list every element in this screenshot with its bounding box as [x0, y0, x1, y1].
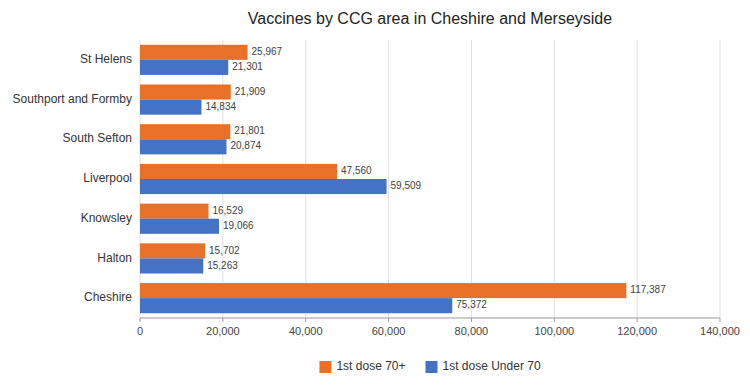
category-label: Knowsley [81, 211, 132, 225]
data-label: 59,509 [391, 180, 422, 191]
data-label: 14,834 [205, 101, 236, 112]
tick-label: 140,000 [700, 325, 740, 337]
category-label: Southport and Formby [13, 92, 132, 106]
bar [140, 60, 228, 75]
axis-line [140, 318, 720, 319]
bar [140, 243, 205, 258]
bar [140, 100, 201, 115]
tick-mark [388, 318, 389, 322]
y-axis: Cheshire Halton Knowsley Liverpool South Sef… [13, 52, 133, 304]
tick-label: 80,000 [455, 325, 489, 337]
tick-mark [222, 318, 223, 322]
data-label: 21,801 [234, 125, 265, 136]
bar [140, 45, 248, 60]
bar [140, 124, 230, 139]
legend-label: 1st dose 70+ [336, 359, 405, 373]
data-label: 75,372 [456, 299, 487, 310]
tick-mark [720, 318, 721, 322]
title: Vaccines by CCG area in Cheshire and Mer… [248, 10, 612, 27]
bars [140, 45, 626, 313]
data-label: 16,529 [212, 205, 243, 216]
category-label: Cheshire [84, 290, 132, 304]
data-label: 20,874 [230, 140, 261, 151]
bar [140, 204, 208, 219]
bar [140, 283, 626, 298]
data-labels: 117,387 15,702 16,529 47,560 21,801 21,909 25,… [205, 46, 666, 310]
legend-item: 1st dose 70+ [319, 359, 405, 373]
category-label: Liverpool [83, 171, 132, 185]
x-axis: 0 20,000 40,000 60,000 80,000 100,000 120,000 1… [137, 40, 740, 337]
legend-label: 1st dose Under 70 [443, 359, 541, 373]
bar [140, 258, 203, 273]
bar [140, 219, 219, 234]
data-label: 47,560 [341, 165, 372, 176]
tick-mark [140, 318, 141, 322]
tick-label: 120,000 [617, 325, 657, 337]
legend-item: 1st dose Under 70 [426, 359, 541, 373]
tick-label: 100,000 [534, 325, 574, 337]
data-label: 117,387 [630, 284, 666, 295]
category-label: St Helens [80, 52, 132, 66]
tick-label: 40,000 [289, 325, 323, 337]
legend: 1st dose 70+ 1st dose Under 70 [319, 359, 540, 373]
data-label: 15,263 [207, 260, 238, 271]
category-label: South Sefton [63, 131, 132, 145]
bar [140, 84, 231, 99]
tick-label: 60,000 [372, 325, 406, 337]
bar [140, 164, 337, 179]
tick-mark [305, 318, 306, 322]
grid-line [388, 40, 389, 318]
bar [140, 139, 226, 154]
bar [140, 298, 452, 313]
tick-mark [554, 318, 555, 322]
grid-line [554, 40, 555, 318]
tick-label: 0 [137, 325, 143, 337]
data-label: 15,702 [209, 245, 240, 256]
legend-swatch [426, 361, 438, 373]
data-label: 25,967 [252, 46, 283, 57]
data-label: 21,909 [235, 86, 266, 97]
tick-label: 20,000 [206, 325, 240, 337]
data-label: 21,301 [232, 61, 263, 72]
category-label: Halton [97, 251, 132, 265]
grid-line [471, 40, 472, 318]
tick-mark [637, 318, 638, 322]
grid-line [637, 40, 638, 318]
tick-mark [471, 318, 472, 322]
legend-swatch [319, 361, 331, 373]
chart: Vaccines by CCG area in Cheshire and Mer… [0, 0, 750, 385]
data-label: 19,066 [223, 220, 254, 231]
bar [140, 179, 387, 194]
grid-line [720, 40, 721, 318]
